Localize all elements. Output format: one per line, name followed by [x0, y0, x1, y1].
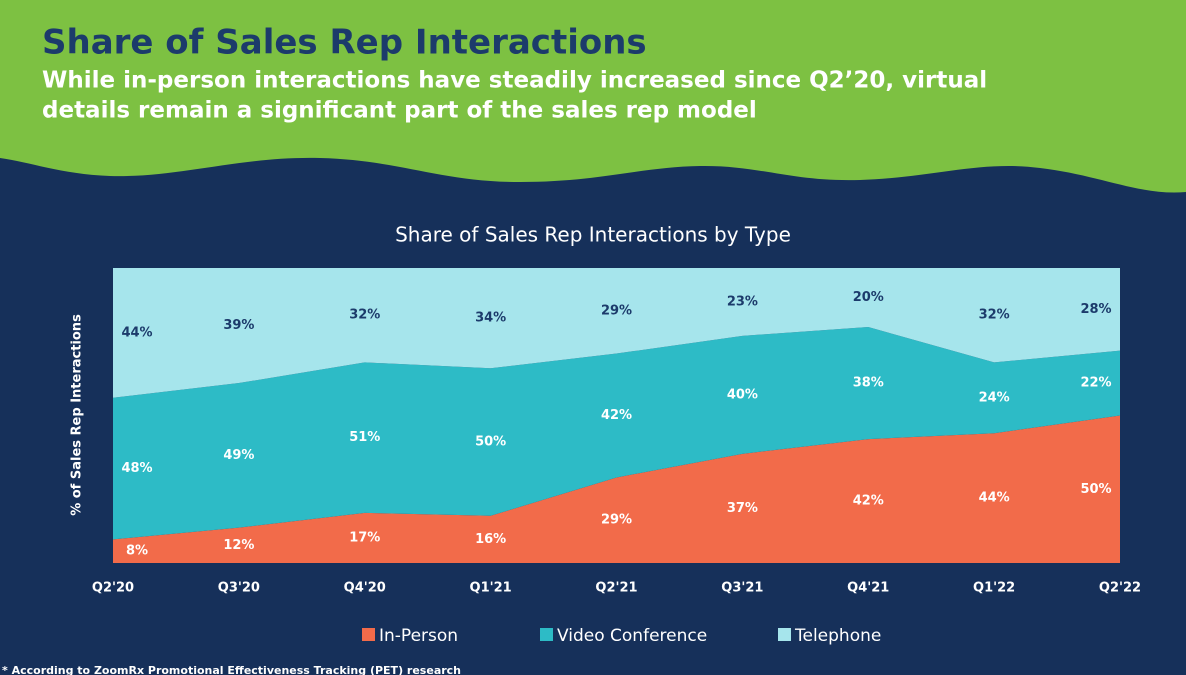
data-label: 37% — [727, 501, 758, 516]
data-label: 32% — [979, 308, 1010, 323]
data-label: 12% — [223, 538, 254, 553]
data-label: 49% — [223, 448, 254, 463]
data-label: 29% — [601, 303, 632, 318]
data-label: 23% — [727, 294, 758, 309]
data-label: 8% — [126, 544, 148, 559]
data-label: 42% — [601, 408, 632, 423]
data-label: 51% — [349, 430, 380, 445]
legend-swatch — [778, 628, 791, 641]
data-label: 20% — [853, 290, 884, 305]
data-label: 38% — [853, 376, 884, 391]
legend-label: Telephone — [794, 626, 881, 646]
data-label: 22% — [1080, 376, 1111, 391]
x-tick-label: Q3'20 — [218, 581, 260, 596]
data-label: 29% — [601, 513, 632, 528]
data-label: 24% — [979, 390, 1010, 405]
x-tick-label: Q2'22 — [1099, 581, 1141, 596]
data-label: 48% — [121, 461, 152, 476]
x-tick-label: Q4'20 — [344, 581, 386, 596]
footnote: * According to ZoomRx Promotional Effect… — [2, 664, 461, 675]
y-axis-label: % of Sales Rep Interactions — [70, 314, 85, 516]
chart-title: Share of Sales Rep Interactions by Type — [395, 223, 791, 247]
data-label: 44% — [121, 325, 152, 340]
slide-title: Share of Sales Rep Interactions — [42, 23, 647, 63]
x-tick-label: Q4'21 — [847, 581, 889, 596]
data-label: 17% — [349, 530, 380, 545]
data-label: 16% — [475, 532, 506, 547]
legend-swatch — [362, 628, 375, 641]
data-label: 50% — [1080, 482, 1111, 497]
legend-swatch — [540, 628, 553, 641]
slide-subtitle: While in-person interactions have steadi… — [42, 68, 987, 94]
data-label: 28% — [1080, 302, 1111, 317]
area — [113, 415, 1120, 563]
legend-label: Video Conference — [557, 626, 707, 646]
data-label: 34% — [475, 311, 506, 326]
data-label: 42% — [853, 494, 884, 509]
data-label: 32% — [349, 308, 380, 323]
data-label: 50% — [475, 435, 506, 450]
data-label: 39% — [223, 318, 254, 333]
x-tick-label: Q2'20 — [92, 581, 134, 596]
legend-label: In-Person — [379, 626, 458, 646]
slide-subtitle: details remain a significant part of the… — [42, 98, 757, 124]
x-tick-label: Q1'22 — [973, 581, 1015, 596]
x-tick-label: Q1'21 — [470, 581, 512, 596]
area — [113, 327, 1120, 540]
x-tick-label: Q2'21 — [595, 581, 637, 596]
area — [113, 268, 1120, 398]
data-label: 44% — [979, 491, 1010, 506]
data-label: 40% — [727, 387, 758, 402]
x-tick-label: Q3'21 — [721, 581, 763, 596]
header-band — [0, 0, 1186, 193]
